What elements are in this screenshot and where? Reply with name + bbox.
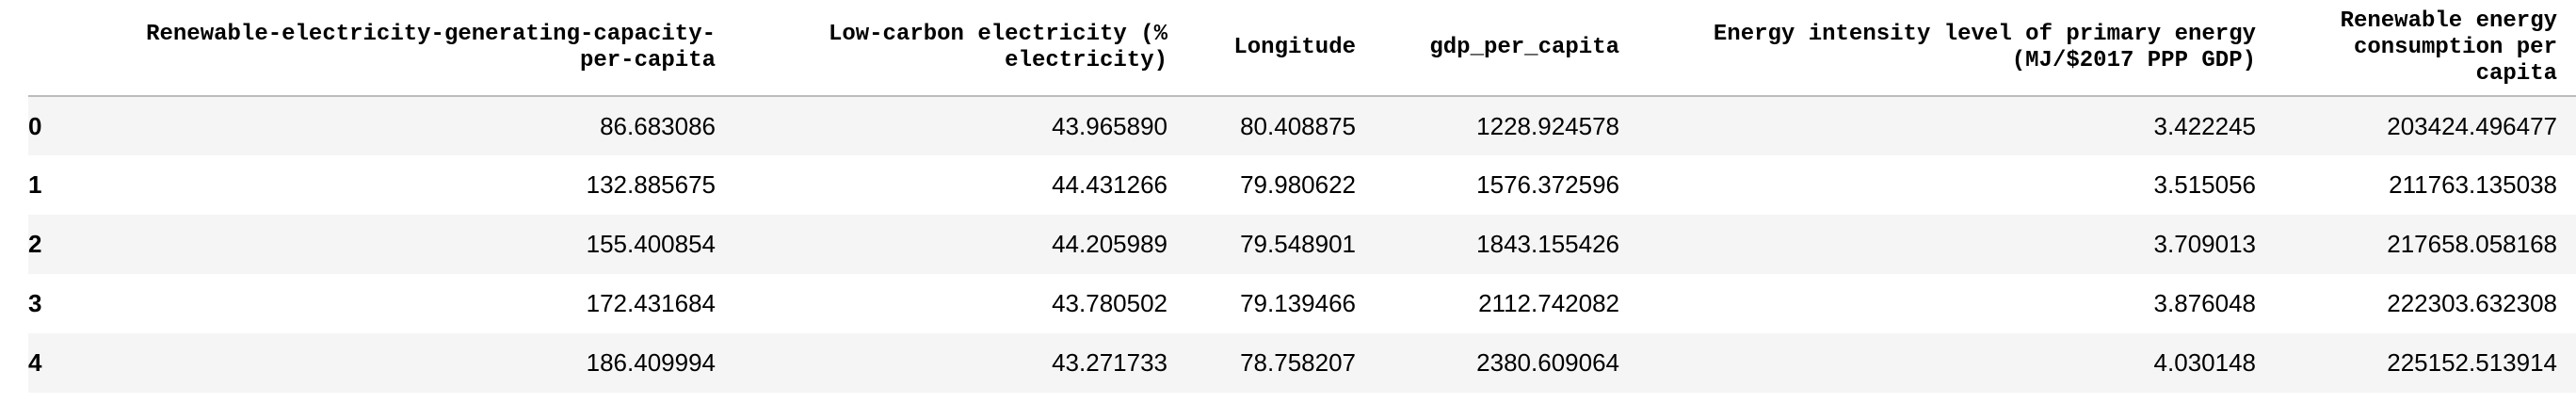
column-header-energy-intensity: Energy intensity level of primary energy… (1638, 0, 2275, 97)
table-cell: 1228.924578 (1476, 111, 1619, 140)
column-header-low-carbon-electricity: Low-carbon electricity (% electricity) (734, 0, 1186, 97)
table-cell: 222303.632308 (2387, 289, 2557, 317)
table-cell: 44.431266 (1052, 170, 1167, 199)
table-cell: 225152.513914 (2387, 348, 2557, 377)
column-header-index (28, 0, 132, 97)
row-index: 0 (28, 111, 42, 140)
column-header-gdp-per-capita: gdp_per_capita (1375, 0, 1638, 97)
table-row: 1 132.885675 44.431266 79.980622 1576.37… (28, 155, 2576, 215)
table-row: 4 186.409994 43.271733 78.758207 2380.60… (28, 333, 2576, 393)
table-cell: 211763.135038 (2389, 170, 2557, 199)
table-row: 2 155.400854 44.205989 79.548901 1843.15… (28, 215, 2576, 274)
table-row: 0 86.683086 43.965890 80.408875 1228.924… (28, 96, 2576, 155)
table-cell: 2380.609064 (1476, 348, 1619, 377)
table-cell: 186.409994 (586, 348, 716, 377)
table-cell: 44.205989 (1052, 230, 1167, 258)
row-index: 2 (28, 230, 42, 258)
header-row: Renewable-electricity-generating-capacit… (28, 0, 2576, 97)
table-cell: 86.683086 (600, 111, 716, 140)
table-cell: 1576.372596 (1476, 170, 1619, 199)
table-cell: 79.548901 (1240, 230, 1356, 258)
table-cell: 80.408875 (1240, 111, 1356, 140)
table-cell: 203424.496477 (2387, 111, 2557, 140)
table-cell: 3.876048 (2153, 289, 2256, 317)
table-cell: 2112.742082 (1478, 289, 1619, 317)
table-cell: 78.758207 (1240, 348, 1356, 377)
table-cell: 3.515056 (2153, 170, 2256, 199)
column-header-longitude: Longitude (1186, 0, 1375, 97)
table-cell: 3.709013 (2153, 230, 2256, 258)
row-index: 3 (28, 289, 42, 317)
table-cell: 172.431684 (586, 289, 716, 317)
row-index: 4 (28, 348, 42, 377)
table-cell: 155.400854 (586, 230, 716, 258)
table-cell: 4.030148 (2153, 348, 2256, 377)
row-index: 1 (28, 170, 42, 199)
table-cell: 43.965890 (1052, 111, 1167, 140)
table-cell: 43.780502 (1052, 289, 1167, 317)
table-cell: 132.885675 (586, 170, 716, 199)
column-header-renewable-consumption: Renewable energy consumption per capita (2275, 0, 2576, 97)
table-cell: 43.271733 (1052, 348, 1167, 377)
table-body: 0 86.683086 43.965890 80.408875 1228.924… (28, 96, 2576, 393)
table-cell: 3.422245 (2153, 111, 2256, 140)
column-header-renewable-capacity: Renewable-electricity-generating-capacit… (132, 0, 734, 97)
table-row: 3 172.431684 43.780502 79.139466 2112.74… (28, 274, 2576, 333)
table-cell: 79.139466 (1240, 289, 1356, 317)
dataframe-output: Renewable-electricity-generating-capacit… (28, 0, 2576, 403)
table-cell: 217658.058168 (2387, 230, 2557, 258)
table-header: Renewable-electricity-generating-capacit… (28, 0, 2576, 97)
dataframe-table: Renewable-electricity-generating-capacit… (28, 0, 2576, 393)
table-cell: 1843.155426 (1476, 230, 1619, 258)
table-cell: 79.980622 (1240, 170, 1356, 199)
